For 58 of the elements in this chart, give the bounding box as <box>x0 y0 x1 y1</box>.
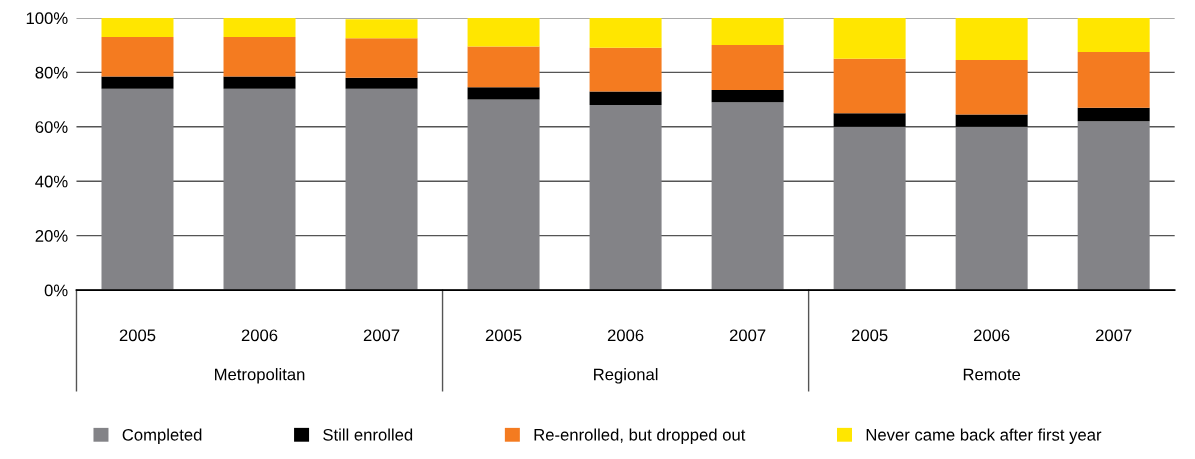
bar <box>223 76 296 89</box>
y-tick-label: 20% <box>35 230 68 242</box>
bar <box>955 126 1028 291</box>
bar <box>1077 51 1150 108</box>
bar <box>955 114 1028 127</box>
bar <box>833 58 906 114</box>
y-tick-label: 0% <box>44 284 68 297</box>
x-tick-label: 2007 <box>729 329 766 342</box>
bar <box>345 88 418 291</box>
x-tick-label: 2007 <box>363 329 400 342</box>
legend-label: Re-enrolled, but dropped out <box>534 428 746 444</box>
x-tick-label: 2006 <box>973 329 1010 342</box>
y-tick-label: 100% <box>26 12 68 25</box>
text: Metropolitan <box>215 368 305 384</box>
x-tick-label: 2006 <box>241 329 278 342</box>
x-tick-label: 2005 <box>851 329 888 342</box>
bar <box>345 38 418 78</box>
bar <box>833 113 906 127</box>
bar <box>955 60 1028 115</box>
legend-label: Still enrolled <box>323 428 413 441</box>
y-tick-label: 40% <box>35 175 68 188</box>
bar <box>833 17 906 59</box>
x-tick-label: 2005 <box>485 329 522 342</box>
bar <box>589 47 662 92</box>
bar <box>1077 107 1150 122</box>
bar <box>345 19 418 39</box>
bar <box>711 17 784 46</box>
legend-label: Never came back after first year <box>866 428 1102 444</box>
text: Remote <box>963 368 1021 381</box>
bar <box>345 77 418 89</box>
x-tick-label: 2005 <box>119 329 156 342</box>
bar <box>223 36 296 77</box>
bar <box>1077 121 1150 291</box>
bar <box>833 126 906 291</box>
bar <box>955 17 1028 61</box>
bar <box>101 17 174 37</box>
bar <box>711 45 784 91</box>
bar <box>589 17 662 48</box>
y-tick-label: 80% <box>35 66 68 79</box>
bar <box>589 91 662 105</box>
bar <box>589 105 662 291</box>
bar <box>101 36 174 77</box>
bar <box>223 17 296 37</box>
bar <box>101 88 174 291</box>
bar <box>467 46 540 88</box>
bar <box>711 102 784 291</box>
legend-label: Completed <box>122 428 202 444</box>
bar <box>467 17 540 47</box>
bar <box>467 99 540 291</box>
bar <box>223 88 296 291</box>
bar <box>711 90 784 103</box>
bar <box>101 76 174 89</box>
x-tick-label: 2006 <box>607 329 644 342</box>
y-tick-label: 60% <box>35 121 68 133</box>
x-tick-label: 2007 <box>1095 329 1132 342</box>
bar <box>467 87 540 100</box>
bar <box>1077 17 1150 52</box>
text: Regional <box>594 368 658 384</box>
